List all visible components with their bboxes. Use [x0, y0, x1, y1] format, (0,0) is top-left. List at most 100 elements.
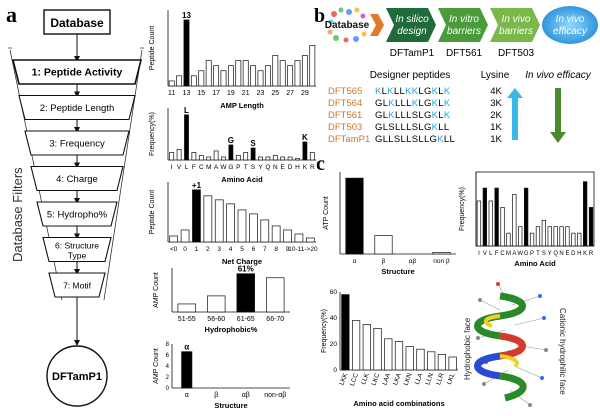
x-axis-label: Structure [214, 401, 247, 410]
y-axis-label: AMP Count [153, 348, 160, 384]
tick-label: LKA [392, 372, 403, 387]
tick-label: α [185, 392, 189, 399]
tick-label: 21 [242, 90, 250, 97]
bar [427, 351, 436, 371]
bar [302, 141, 308, 161]
tick-label: LKC [371, 372, 382, 387]
tick-label: 66-70 [266, 316, 284, 323]
bar [280, 156, 286, 161]
bar [301, 55, 308, 87]
x-axis-label: AMP Length [220, 101, 264, 110]
filter-step-sublabel: Type [68, 251, 87, 261]
tick-label: K [583, 251, 587, 257]
tick-label: H [295, 164, 300, 171]
bar [205, 60, 212, 87]
tick-label: LCC [349, 372, 360, 387]
svg-text:efficacy: efficacy [553, 26, 588, 37]
bar [437, 354, 447, 371]
tick-label: C [199, 164, 204, 171]
pipeline-stage-in-silico [386, 8, 436, 42]
peptide-sequence: GLLSLLSLLGKLL [375, 134, 455, 145]
tick-label: 56-60 [207, 316, 225, 323]
tick-label: non-αβ [264, 392, 286, 399]
tick-label: 27 [286, 90, 294, 97]
bar [583, 181, 588, 247]
tick-label: 51-55 [178, 316, 196, 323]
tick-label: I [171, 164, 173, 171]
tick-label: G [228, 164, 233, 171]
bar [206, 156, 212, 161]
y-axis-label: Peptide Count [149, 26, 156, 70]
bar [405, 346, 414, 371]
pipeline-stage-efficacy [542, 6, 598, 44]
bar [373, 328, 382, 371]
panel-label-b: b [314, 5, 325, 27]
filter-step-6 [42, 236, 112, 263]
bar [272, 155, 278, 161]
database-filters-label: Database Filters [10, 167, 25, 262]
bar [345, 177, 364, 255]
peptide-sequence: GLKLLLKLGKLK [375, 98, 451, 109]
filter-step-7 [48, 272, 106, 298]
tick-label: C [500, 251, 505, 257]
bar [180, 229, 190, 243]
bar-annotation: 61% [238, 265, 254, 274]
tick-label: 13 [183, 90, 191, 97]
tick-label: D [288, 164, 293, 171]
tick-label: Y [548, 251, 552, 257]
tick-label: G [524, 251, 529, 257]
bar [258, 156, 263, 161]
bar [198, 70, 205, 87]
bar [571, 232, 576, 247]
svg-text:In vivo: In vivo [556, 14, 585, 25]
bar [203, 195, 213, 243]
filter-step-label: 7: Motif [63, 281, 92, 291]
bar [207, 295, 226, 313]
tick-label: S [251, 164, 256, 171]
bar [214, 199, 224, 243]
x-axis-label: Amino Acid [514, 259, 556, 268]
tick-label: Q [265, 164, 270, 171]
bar [448, 356, 457, 371]
bar [272, 55, 279, 87]
bar [279, 60, 286, 87]
pipeline-sub-dft503: DFT503 [498, 48, 535, 59]
bar [476, 200, 482, 247]
peptide-sequence: KLKLLKKLGKLK [375, 86, 451, 97]
panel-b: b Database In silico design In vitro bar… [314, 5, 598, 145]
tick-label: 4 [229, 246, 233, 253]
tick-label: αβ [242, 392, 250, 399]
y-axis-label: Peptide Count [149, 190, 156, 234]
tick-label: P [236, 164, 240, 171]
bar [176, 149, 182, 161]
pipeline-stage-in-vitro [438, 8, 488, 42]
tick-label: V [483, 251, 487, 257]
tick-label: I [478, 251, 480, 257]
filter-step-label: 4: Charge [56, 174, 98, 185]
bar-annotation: 13 [182, 11, 191, 20]
bar [305, 237, 315, 243]
bar [257, 70, 264, 87]
bar [169, 235, 179, 243]
svg-text:In silico: In silico [395, 14, 429, 25]
y-tick-label: 0 [333, 367, 337, 374]
lysine-count: 4K [490, 86, 502, 97]
tick-label: LLN [424, 372, 435, 386]
peptide-name: DFTamP1 [328, 134, 370, 145]
chart-aa-combinations: Frequency(%) Amino acid combinations LKK LC… [321, 289, 458, 408]
bar [176, 75, 183, 87]
peptide-name: DFT564 [328, 98, 362, 109]
bar [374, 235, 393, 255]
svg-text:barriers: barriers [447, 26, 481, 37]
peptide-name: DFT561 [328, 110, 362, 121]
x-axis-label: Amino Acid [221, 175, 263, 184]
bar [362, 324, 371, 371]
y-tick-label: 8 [166, 342, 170, 348]
bar [553, 226, 558, 247]
tick-label: LLR [435, 372, 446, 386]
peptide-sequence: GLKLLLSLGKLK [375, 110, 451, 121]
bar [287, 65, 294, 87]
tick-label: N [273, 164, 278, 171]
y-tick-label: 60 [330, 289, 338, 296]
filter-step-1 [11, 59, 143, 85]
